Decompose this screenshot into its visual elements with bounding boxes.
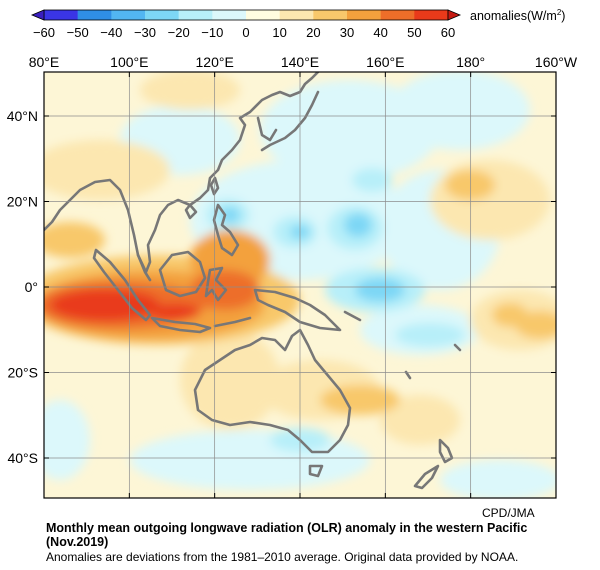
coastlines (44, 72, 462, 490)
colorbar-tick-label: 50 (407, 25, 421, 40)
colorbar-swatch (279, 10, 314, 20)
colorbar-tick-label: 0 (242, 25, 249, 40)
colorbar-swatch (347, 10, 381, 20)
latitude-label: 0° (25, 279, 38, 295)
colorbar-unit-label: anomalies(W/m2) (470, 8, 565, 23)
longitude-label: 100°E (110, 54, 148, 70)
colorbar-swatch (145, 10, 179, 20)
colorbar-swatch (178, 10, 213, 20)
colorbar-tick-label: 40 (373, 25, 387, 40)
colorbar-swatch (212, 10, 247, 20)
colorbar-swatch (77, 10, 112, 20)
colorbar-left-arrow (30, 9, 45, 21)
colorbar-swatch (414, 10, 449, 20)
colorbar-right-arrow (447, 9, 462, 21)
colorbar-tick-label: −40 (100, 25, 122, 40)
colorbar-tick-label: −60 (33, 25, 55, 40)
longitude-label: 140°E (281, 54, 319, 70)
colorbar-swatch (380, 10, 415, 20)
colorbar-tick-label: 30 (340, 25, 354, 40)
longitude-label: 180° (456, 54, 485, 70)
colorbar-legend: −60 −50 −40 −30 −20 −10 0 10 20 30 40 50 60 anomalie… (30, 8, 565, 40)
latitude-label: 20°S (7, 365, 38, 381)
colorbar-tick-label: −20 (168, 25, 190, 40)
map-caption-title: Monthly mean outgoing longwave radiation… (46, 521, 528, 549)
colorbar-tick-label: −30 (134, 25, 156, 40)
colorbar-tick-label: 10 (272, 25, 286, 40)
latitude-labels: 40°N 20°N 0° 20°S 40°S (7, 108, 38, 466)
colorbar-tick-labels: −60 −50 −40 −30 −20 −10 0 10 20 30 40 50 60 (33, 25, 455, 40)
map-gridlines (44, 72, 556, 498)
credit-label: CPD/JMA (482, 506, 535, 520)
colorbar-tick-label: −50 (67, 25, 89, 40)
longitude-label: 160°W (535, 54, 578, 70)
longitude-label: 160°E (366, 54, 404, 70)
colorbar-tick-label: 20 (306, 25, 320, 40)
map-frame-ticks (43, 72, 557, 498)
longitude-label: 80°E (29, 54, 60, 70)
latitude-label: 40°S (7, 450, 38, 466)
map-caption-note: Anomalies are deviations from the 1981–2… (46, 550, 519, 564)
colorbar-swatch (313, 10, 348, 20)
colorbar-tick-label: −10 (201, 25, 223, 40)
colorbar-tick-label: 60 (441, 25, 455, 40)
colorbar-swatch (246, 10, 280, 20)
latitude-label: 40°N (7, 108, 38, 124)
longitude-label: 120°E (196, 54, 234, 70)
longitude-labels: 80°E 100°E 120°E 140°E 160°E 180° 160°W (29, 54, 578, 70)
latitude-label: 20°N (7, 194, 38, 210)
colorbar-swatch (44, 10, 78, 20)
colorbar-swatches (43, 9, 449, 21)
olr-anomaly-map: 80°E 100°E 120°E 140°E 160°E 180° 160°W 40°N 20… (7, 54, 578, 499)
colorbar-swatch (111, 10, 146, 20)
